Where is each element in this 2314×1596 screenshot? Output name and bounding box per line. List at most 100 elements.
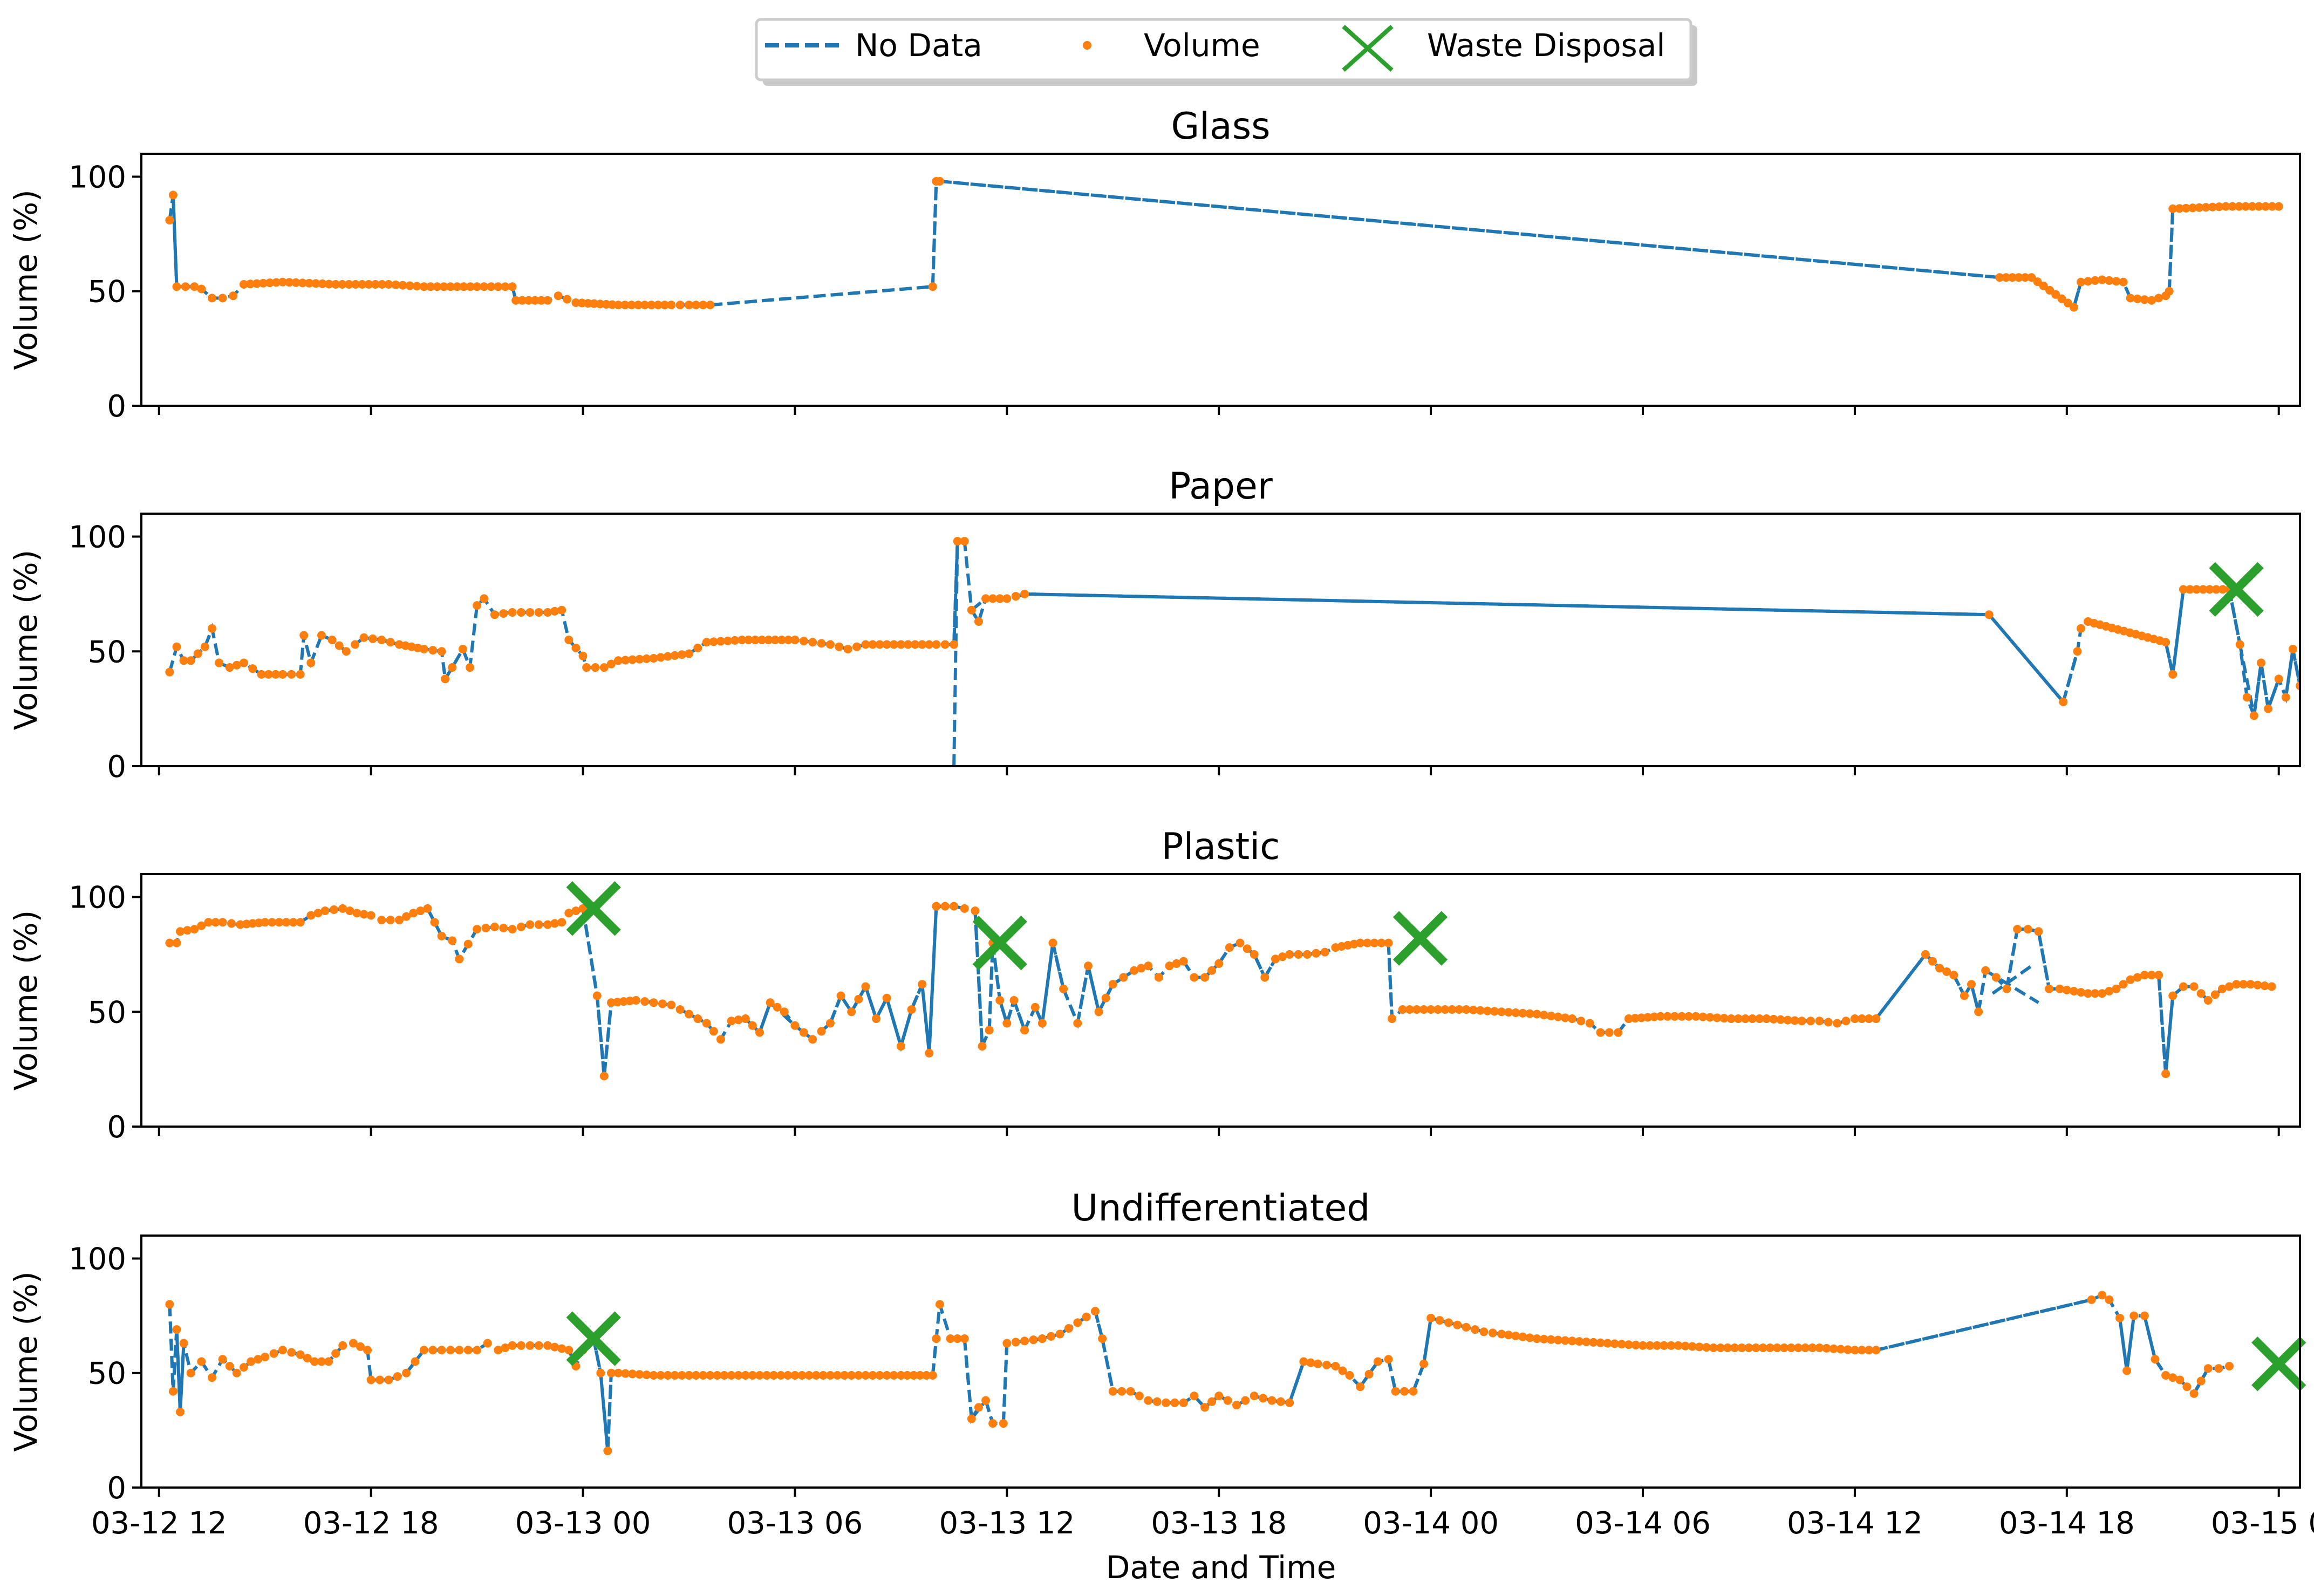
volume-point [1469, 1005, 1478, 1014]
volume-point [1532, 1334, 1541, 1343]
volume-point [2196, 1376, 2206, 1386]
volume-point [861, 1370, 870, 1380]
volume-point [289, 918, 298, 927]
volume-point [953, 1334, 962, 1343]
volume-point [692, 1370, 701, 1380]
no-data-segment [885, 997, 903, 1047]
volume-point [1338, 1366, 1347, 1375]
volume-point [197, 921, 206, 930]
volume-point [335, 641, 344, 650]
volume-point [2051, 290, 2060, 299]
volume-point [1843, 1345, 1852, 1354]
volume-point [2189, 982, 2199, 991]
volume-point [2217, 984, 2227, 993]
volume-point [1055, 1329, 1064, 1339]
volume-point [896, 640, 905, 649]
volume-point [359, 910, 368, 919]
volume-point [1698, 1012, 1708, 1021]
volume-point [232, 660, 241, 670]
volume-point [764, 636, 773, 644]
volume-point [2147, 296, 2156, 305]
x-tick-label: 03-12 12 [91, 1506, 227, 1541]
volume-point [458, 645, 467, 654]
volume-point [366, 911, 376, 920]
volume-point [550, 606, 559, 616]
volume-point [720, 1370, 729, 1380]
no-data-segment [973, 910, 984, 1047]
volume-point [1285, 950, 1294, 959]
volume-point [777, 636, 786, 644]
volume-point [525, 920, 535, 929]
volume-point [494, 1346, 503, 1355]
volume-point [2168, 991, 2178, 1000]
volume-point [2225, 1361, 2234, 1370]
volume-point [490, 922, 499, 931]
no-data-segment [829, 995, 843, 1024]
volume-point [599, 1072, 609, 1081]
volume-point [236, 920, 245, 929]
volume-point [356, 1342, 365, 1351]
volume-point [1737, 1343, 1746, 1353]
volume-point [1511, 1008, 1520, 1017]
volume-point [1165, 961, 1174, 971]
volume-point [1082, 1312, 1091, 1321]
volume-point [1137, 964, 1146, 973]
no-data-segment [939, 179, 2000, 279]
volume-point [2077, 277, 2086, 287]
volume-point [386, 916, 395, 925]
x-tick-label: 03-14 06 [1575, 1506, 1711, 1541]
no-data-segment [581, 908, 599, 996]
volume-point [1585, 1019, 1594, 1028]
volume-point [352, 909, 361, 918]
volume-point [1154, 973, 1163, 982]
volume-point [2140, 295, 2149, 304]
volume-point [684, 1370, 693, 1380]
no-data-segment [1977, 970, 1988, 1012]
volume-point [2241, 202, 2250, 211]
volume-point [1267, 1396, 1277, 1405]
waste-disposal-marker [972, 915, 1027, 971]
volume-point [1002, 1339, 1012, 1348]
volume-point [1470, 1325, 1479, 1334]
volume-point [1020, 589, 1029, 598]
volume-point [1172, 959, 1181, 968]
volume-point [252, 279, 261, 288]
volume-point [1631, 1340, 1640, 1349]
volume-point [186, 1368, 195, 1377]
volume-point [1511, 1331, 1520, 1340]
volume-point [1497, 1329, 1506, 1339]
volume-point [207, 1373, 216, 1382]
volume-point [582, 663, 591, 672]
volume-point [2192, 585, 2201, 594]
volume-point [999, 1419, 1008, 1428]
volume-point [524, 296, 533, 305]
no-data-segment [1874, 953, 1927, 1020]
volume-point [882, 640, 891, 649]
volume-point [769, 1370, 779, 1380]
volume-point [179, 1339, 188, 1348]
volume-point [1373, 1357, 1382, 1366]
volume-point [398, 281, 407, 290]
volume-point [1614, 1028, 1623, 1037]
volume-point [463, 1346, 473, 1355]
volume-point [543, 920, 552, 929]
no-data-segment [602, 1002, 613, 1076]
volume-point [473, 601, 482, 610]
volume-point [896, 1042, 905, 1051]
volume-point [903, 640, 912, 649]
volume-point [338, 1341, 347, 1350]
volume-point [1705, 1013, 1715, 1022]
volume-point [1009, 996, 1019, 1005]
volume-point [2203, 1364, 2213, 1373]
volume-point [702, 638, 711, 647]
volume-point [299, 631, 309, 640]
volume-point [1260, 973, 1269, 982]
volume-point [1259, 1394, 1268, 1403]
volume-point [790, 1021, 800, 1030]
volume-point [825, 1019, 835, 1028]
volume-point [402, 1368, 411, 1377]
no-data-segment [2164, 642, 2175, 675]
volume-point [603, 1447, 612, 1456]
volume-point [557, 918, 566, 927]
waste-disposal-stroke [566, 881, 621, 936]
